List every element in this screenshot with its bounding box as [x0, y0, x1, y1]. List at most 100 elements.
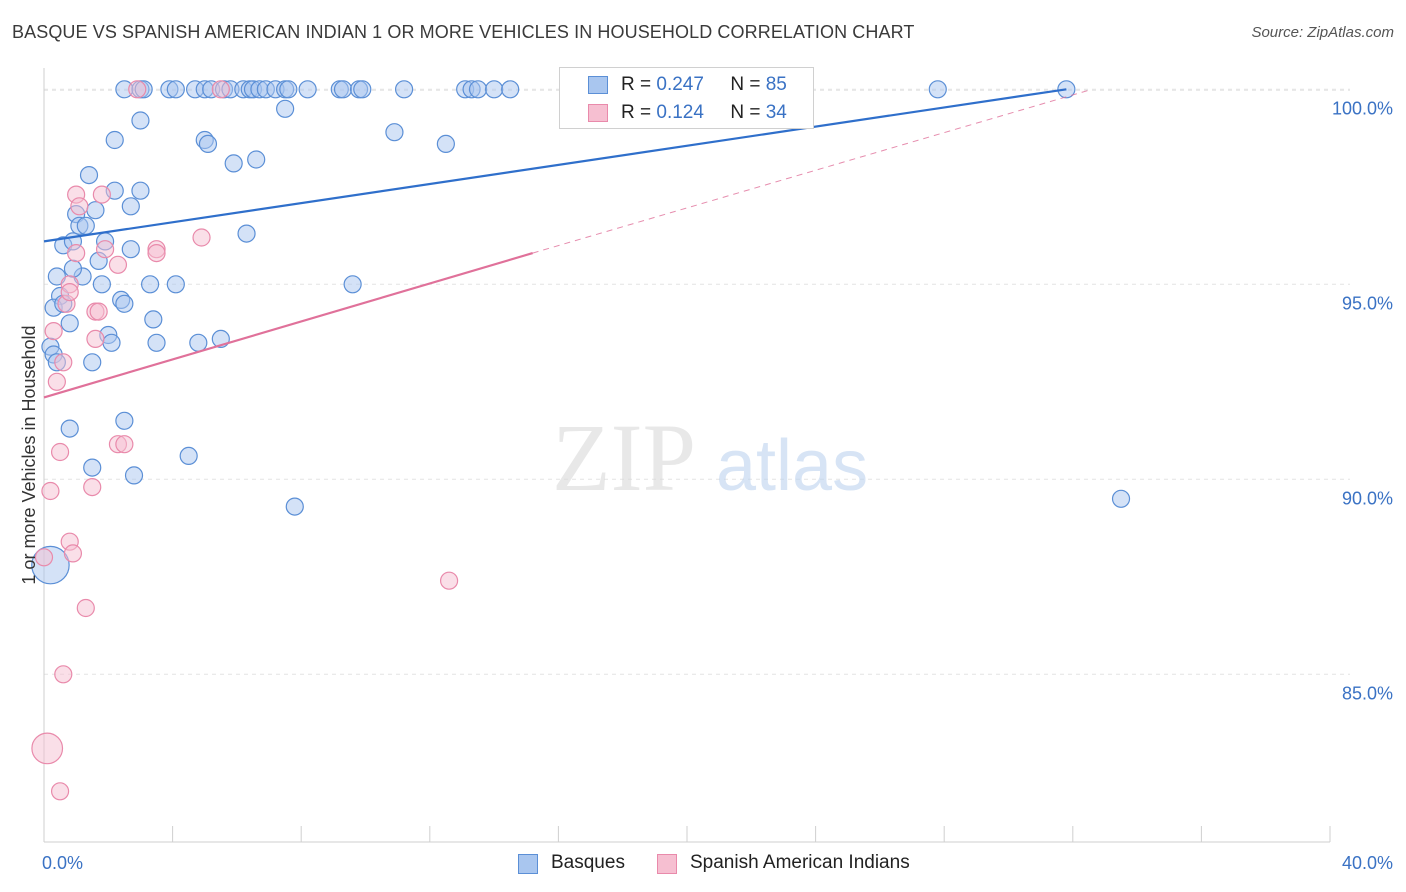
- spanish-american-indians-point: [31, 732, 64, 765]
- spanish-american-indians-point: [108, 255, 128, 274]
- basques-point: [179, 446, 198, 465]
- spanish-american-indians-point: [60, 283, 79, 302]
- x-tick-label: 40.0%: [1342, 853, 1393, 873]
- legend-r-value: 0.124: [656, 102, 704, 123]
- basques-point: [276, 99, 295, 118]
- legend-n-value: 85: [765, 74, 787, 95]
- spanish-american-indians-point: [211, 80, 230, 99]
- spanish-american-indians-point: [147, 244, 166, 263]
- spanish-american-indians-point: [54, 665, 73, 684]
- series-legend: Basques Spanish American Indians: [0, 851, 1406, 879]
- basques-point: [198, 134, 218, 153]
- basques-point: [131, 181, 150, 200]
- spanish-american-indians-point: [50, 782, 70, 801]
- spanish-american-indians-point: [83, 478, 102, 497]
- legend-n-value: 34: [765, 102, 787, 123]
- chart-title: BASQUE VS SPANISH AMERICAN INDIAN 1 OR M…: [12, 22, 915, 42]
- spanish-american-indians-point: [95, 240, 115, 259]
- spanish-american-indians-point: [44, 322, 63, 341]
- spanish-american-indians-point: [92, 185, 111, 204]
- spanish-american-indians-point: [54, 353, 73, 372]
- basques-point: [121, 197, 140, 216]
- watermark: ZIP atlas: [552, 404, 868, 511]
- basques-point: [1111, 489, 1131, 508]
- spanish-american-indians-point: [128, 80, 147, 99]
- grid-layer: [44, 88, 1350, 675]
- legend-r-value: 0.247: [656, 74, 704, 95]
- spanish-american-indians-trend-line: [43, 252, 533, 399]
- y-tick-label: 85.0%: [1342, 683, 1393, 703]
- legend-r-label: R =: [621, 74, 652, 95]
- basques-point: [298, 80, 317, 99]
- basques-point: [79, 166, 99, 185]
- y-tick-label: 95.0%: [1342, 293, 1393, 313]
- legend-swatch-pink: [657, 854, 677, 874]
- spanish-american-indians-point: [86, 329, 105, 348]
- basques-point: [237, 224, 256, 243]
- spanish-american-indians-point: [70, 197, 89, 216]
- source-credit: Source: ZipAtlas.com: [1251, 24, 1394, 41]
- spanish-american-indians-trend-extension: [532, 88, 1093, 254]
- label-layer: 100.0% 95.0% 90.0% 85.0% 0.0% 40.0% 1 or more …: [19, 98, 1393, 873]
- basques-point: [76, 216, 95, 235]
- basques-point: [102, 333, 121, 352]
- spanish-american-indians-point: [47, 372, 66, 391]
- basques-point: [147, 333, 166, 352]
- spanish-american-indians-point: [34, 548, 54, 567]
- basques-point: [333, 80, 353, 99]
- basques-point: [83, 353, 102, 372]
- watermark-zip: ZIP: [552, 404, 696, 511]
- basques-point: [83, 458, 102, 477]
- spanish-american-indians-point: [115, 435, 134, 454]
- basques-point: [343, 275, 362, 294]
- legend-r-label: R =: [621, 102, 652, 123]
- basques-point: [394, 80, 414, 99]
- series-legend-label: Basques: [551, 852, 625, 873]
- basques-point: [247, 150, 266, 169]
- x-tick-label: 0.0%: [42, 853, 83, 873]
- basques-point: [63, 259, 83, 278]
- legend-swatch-pink: [588, 104, 608, 122]
- axis-layer: [43, 68, 1331, 843]
- basques-point: [60, 314, 79, 333]
- basques-point: [131, 111, 150, 130]
- basques-point: [279, 80, 298, 99]
- spanish-american-indians-point: [89, 302, 108, 321]
- y-tick-label: 100.0%: [1332, 98, 1393, 118]
- basques-point: [468, 80, 488, 99]
- trend-layer: [43, 88, 1093, 399]
- basques-point: [144, 310, 163, 329]
- series-legend-label: Spanish American Indians: [690, 852, 910, 873]
- basques-point: [224, 154, 243, 173]
- basques-point: [485, 80, 504, 99]
- spanish-american-indians-point: [192, 228, 211, 247]
- basques-point: [385, 123, 404, 142]
- spanish-american-indians-point: [439, 571, 459, 590]
- basques-point: [436, 134, 455, 153]
- spanish-american-indians-point: [50, 442, 70, 462]
- basques-point: [140, 275, 160, 294]
- spanish-american-indians-point: [63, 544, 83, 563]
- basques-point: [86, 201, 105, 220]
- basques-point: [166, 80, 185, 99]
- legend-n-label: N =: [730, 74, 761, 95]
- basques-point: [105, 130, 124, 150]
- y-axis-label: 1 or more Vehicles in Household: [19, 325, 39, 584]
- basques-point: [928, 80, 947, 99]
- y-tick-label: 90.0%: [1342, 488, 1393, 508]
- legend-swatch-blue: [588, 76, 608, 94]
- correlation-legend: R = 0.247 N = 85 R = 0.124 N = 34: [559, 67, 814, 129]
- basques-trend-line: [43, 88, 1067, 243]
- basques-point: [166, 275, 185, 294]
- basques-point: [60, 419, 79, 438]
- basques-point: [189, 333, 208, 352]
- legend-n-label: N =: [730, 102, 761, 123]
- basques-point: [115, 411, 134, 430]
- points-layer: [31, 80, 1131, 801]
- basques-point: [115, 294, 134, 313]
- basques-point: [124, 466, 144, 485]
- basques-point: [501, 80, 520, 99]
- basques-point: [353, 80, 372, 99]
- watermark-atlas: atlas: [716, 426, 868, 506]
